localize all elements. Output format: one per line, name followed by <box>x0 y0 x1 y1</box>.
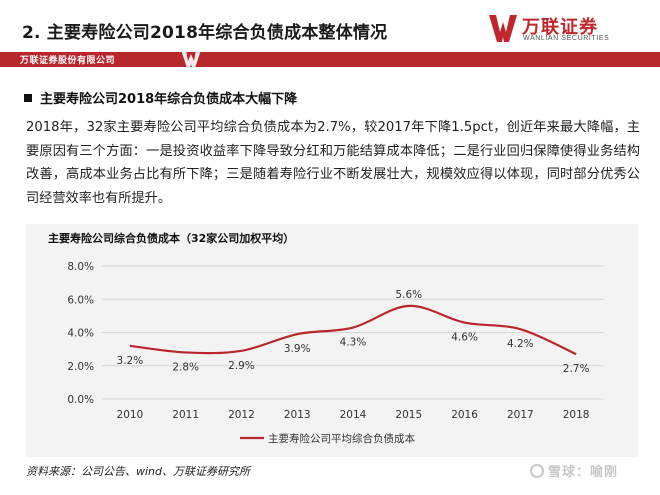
chart-title: 主要寿险公司综合负债成本（32家公司加权平均） <box>48 232 295 245</box>
w-mark-icon <box>181 50 201 68</box>
section-subtitle-text: 主要寿险公司2018年综合负债成本大幅下降 <box>40 92 298 107</box>
bullet-square-icon <box>24 94 32 102</box>
legend-label: 主要寿险公司平均综合负债成本 <box>268 432 415 445</box>
y-tick-label: 0.0% <box>67 394 94 406</box>
x-tick-label: 2012 <box>228 409 255 421</box>
wanlian-logo-icon <box>489 15 517 42</box>
y-tick-label: 6.0% <box>67 294 94 306</box>
data-label: 3.2% <box>117 355 144 367</box>
x-tick-label: 2016 <box>451 409 478 421</box>
x-tick-label: 2015 <box>395 409 422 421</box>
chart-panel: 0.0% 2.0% 4.0% 6.0% 8.0% 2010 2011 2012 2013 2014… <box>26 224 638 457</box>
x-tick-label: 2011 <box>172 409 199 421</box>
x-tick-label: 2017 <box>507 409 534 421</box>
logo-name-en: WANLIAN SECURITIES <box>523 35 610 42</box>
data-label: 2.8% <box>172 361 199 373</box>
watermark-text: 雪球：喻刚 <box>548 465 619 480</box>
y-tick-label: 2.0% <box>67 361 94 373</box>
brand-logo: 万联证券 WANLIAN SECURITIES <box>488 12 638 46</box>
company-name: 万联证券股份有限公司 <box>20 56 116 66</box>
series-line <box>129 304 577 356</box>
y-tick-label: 8.0% <box>67 261 94 273</box>
data-label: 2.9% <box>228 360 255 372</box>
body-paragraph: 2018年，32家主要寿险公司平均综合负债成本为2.7%，较2017年下降1.5… <box>26 120 640 206</box>
x-tick-label: 2010 <box>117 409 144 421</box>
data-label: 4.6% <box>451 332 478 344</box>
y-tick-label: 4.0% <box>67 328 94 340</box>
data-label: 3.9% <box>284 343 311 355</box>
x-tick-label: 2018 <box>563 409 590 421</box>
x-tick-label: 2013 <box>284 409 311 421</box>
company-bar: 万联证券股份有限公司 <box>0 50 660 68</box>
line-chart: 0.0% 2.0% 4.0% 6.0% 8.0% 2010 2011 2012 2013 2014… <box>67 261 604 445</box>
data-label: 2.7% <box>563 363 590 375</box>
data-label: 5.6% <box>395 289 422 301</box>
watermark: 雪球：喻刚 <box>530 461 618 480</box>
x-tick-label: 2014 <box>340 409 367 421</box>
section-subtitle: 主要寿险公司2018年综合负债成本大幅下降 <box>24 88 297 107</box>
source-note: 资料来源：公司公告、wind、万联证券研究所 <box>26 465 251 478</box>
snowball-icon <box>530 464 544 478</box>
data-label: 4.2% <box>507 338 534 350</box>
data-label: 4.3% <box>340 337 367 349</box>
page-title: 2. 主要寿险公司2018年综合负债成本整体情况 <box>22 23 388 43</box>
logo-name-cn: 万联证券 <box>522 17 598 38</box>
